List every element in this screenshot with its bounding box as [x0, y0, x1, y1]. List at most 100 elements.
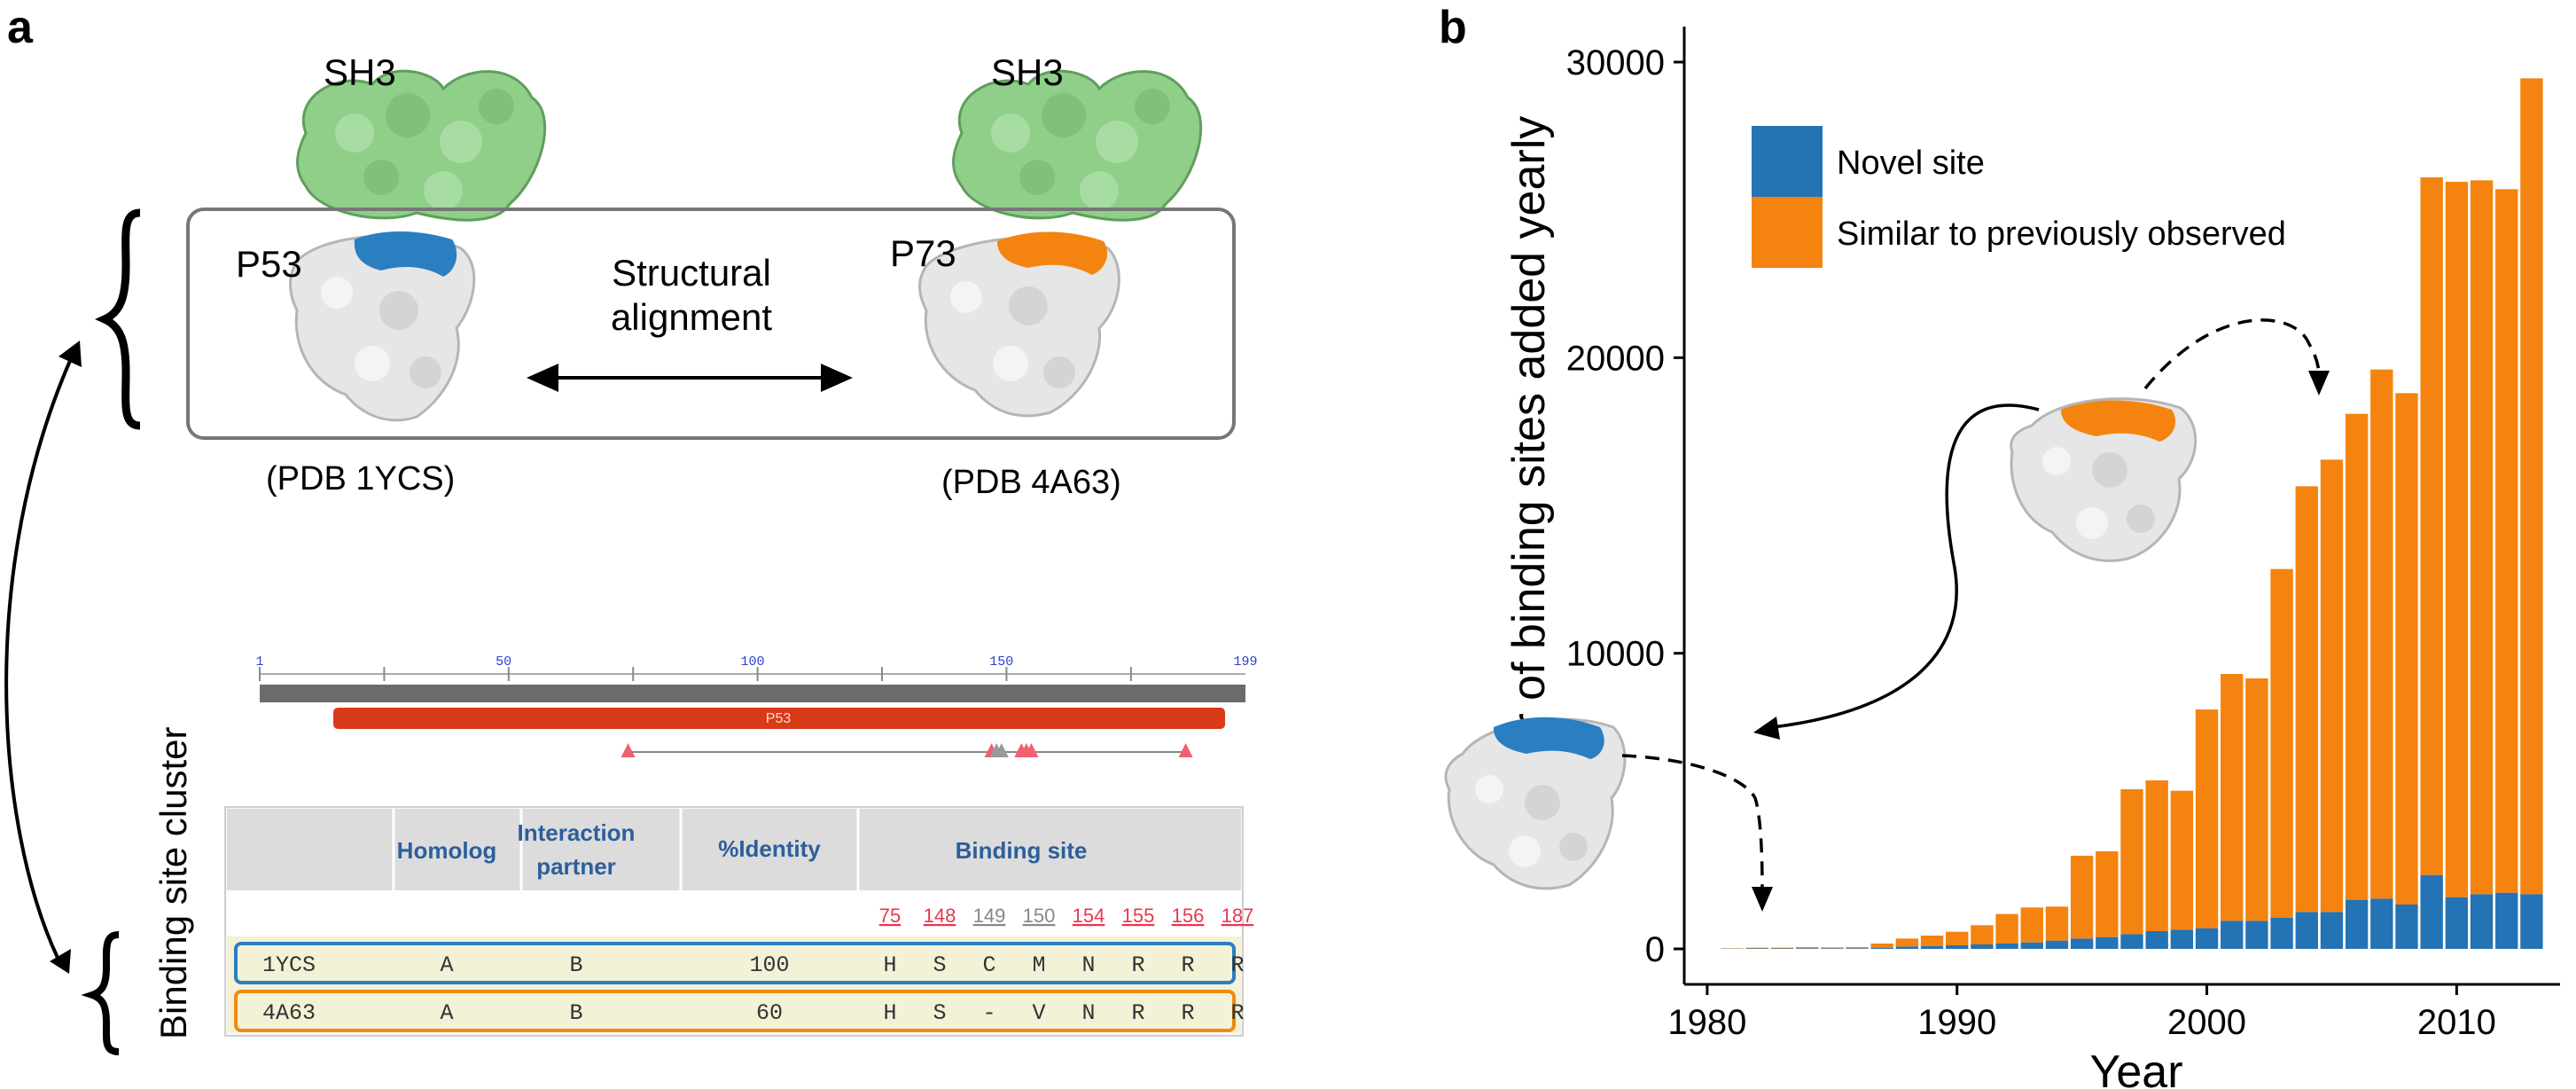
bar-novel-site: [2195, 928, 2219, 949]
binding-site-marker: [994, 743, 1009, 757]
p53-domain-bar: [333, 708, 1225, 729]
y-tick-label: 30000: [1566, 43, 1665, 82]
bar-novel-site: [2145, 931, 2168, 949]
bar-novel-site: [1895, 946, 1919, 949]
y-tick-label: 10000: [1566, 635, 1665, 674]
bar-similar-site: [1971, 925, 1994, 944]
x-tick-label: 1990: [1917, 1003, 1996, 1042]
bar-similar-site: [2320, 459, 2344, 913]
panel-b-letter: b: [1439, 2, 1467, 53]
bar-similar-site: [2445, 182, 2469, 897]
bar-novel-site: [2445, 897, 2469, 949]
header-homolog: Homolog: [397, 837, 497, 864]
row-residue: C: [982, 952, 995, 978]
bar-similar-site: [2221, 674, 2244, 921]
bar-novel-site: [1770, 948, 1794, 949]
bar-novel-site: [2270, 918, 2293, 949]
bar-group: [1795, 947, 1819, 949]
x-tick-label: 2000: [2167, 1003, 2246, 1042]
bar-group: [2096, 851, 2119, 949]
bar-novel-site: [2020, 942, 2043, 949]
bar-group: [2245, 678, 2268, 949]
p73-inset-structure: [2010, 397, 2197, 562]
binding-position-number: 156: [1172, 905, 1205, 927]
bar-group: [2070, 856, 2094, 949]
bar-similar-site: [2195, 709, 2219, 928]
sh3-left-label: SH3: [324, 51, 396, 93]
structural-alignment-label-1: Structural: [612, 252, 771, 294]
bar-similar-site: [1846, 947, 1869, 949]
binding-position-number: 155: [1122, 905, 1155, 927]
bar-group: [2420, 177, 2443, 949]
pdb-1ycs-label: (PDB 1YCS): [266, 460, 455, 497]
row-residue: R: [1181, 1000, 1194, 1026]
row-residue: R: [1131, 952, 1144, 978]
p53-label: P53: [236, 243, 302, 285]
bar-group: [2495, 189, 2518, 949]
panel-a: a SH3 SH3 P53 P73 Structural alignment (…: [4, 2, 1258, 1055]
bar-group: [1721, 948, 1744, 949]
bar-similar-site: [2295, 486, 2318, 913]
bar-novel-site: [2495, 892, 2518, 949]
legend-swatch-novel: [1752, 126, 1823, 197]
bar-similar-site: [2245, 678, 2268, 921]
bar-group: [2170, 790, 2194, 949]
bar-novel-site: [2295, 912, 2318, 949]
row-homolog: A: [440, 1000, 453, 1026]
binding-site-table: Homolog Interaction partner %Identity Bi…: [224, 806, 1254, 1037]
alignment-box: [186, 208, 1236, 440]
binding-position-number: 150: [1023, 905, 1056, 927]
bar-group: [1821, 947, 1844, 949]
x-tick-label: 1980: [1667, 1003, 1746, 1042]
bar-similar-site: [2470, 180, 2494, 895]
row-identity: 60: [756, 1000, 783, 1026]
bar-group: [2195, 709, 2219, 949]
bar-novel-site: [2470, 894, 2494, 949]
binding-site-cluster-label: Binding site cluster: [152, 726, 194, 1039]
bar-similar-site: [2370, 369, 2393, 899]
sequence-tick-label: 100: [740, 654, 764, 670]
sequence-bar: 1 50 100 150 199 P53: [255, 654, 1258, 757]
bar-similar-site: [2345, 413, 2369, 901]
binding-position-number: 187: [1222, 905, 1254, 927]
bar-group: [2520, 78, 2543, 949]
bar-novel-site: [2370, 898, 2393, 949]
binding-position-number: 154: [1073, 905, 1105, 927]
bar-group: [2120, 789, 2143, 949]
bar-similar-site: [2070, 856, 2094, 939]
bar-group: [2445, 182, 2469, 949]
alignment-arrow: [527, 364, 853, 392]
bar-novel-site: [1795, 948, 1819, 949]
table-row: 4A63 A B 60 H S - V N R R R: [234, 990, 1245, 1032]
legend-label-novel: Novel site: [1837, 145, 1985, 182]
p73-structure: [918, 231, 1120, 418]
header-partner-2: partner: [536, 853, 616, 880]
row-residue: H: [883, 1000, 896, 1026]
p73-label: P73: [890, 232, 956, 274]
bar-novel-site: [2045, 940, 2069, 949]
p53-domain-label: P53: [766, 711, 792, 726]
sequence-tick-label: 199: [1233, 654, 1257, 670]
row-id: 1YCS: [262, 952, 316, 978]
bar-group: [2345, 413, 2369, 949]
binding-position-number: 149: [973, 905, 1006, 927]
y-tick-label: 0: [1645, 930, 1665, 969]
bar-similar-site: [2120, 789, 2143, 935]
bar-novel-site: [2345, 900, 2369, 949]
bar-novel-site: [2120, 934, 2143, 949]
bar-group: [1870, 944, 1893, 949]
bar-similar-site: [1995, 913, 2018, 944]
bar-novel-site: [2221, 921, 2244, 949]
bar-similar-site: [1770, 947, 1794, 949]
bar-novel-site: [2395, 905, 2418, 949]
bar-similar-site: [1795, 947, 1819, 949]
sequence-tick-label: 50: [496, 654, 511, 670]
bar-similar-site: [1895, 938, 1919, 947]
row-id: 4A63: [262, 1000, 316, 1026]
legend: Novel site Similar to previously observe…: [1752, 126, 2286, 268]
bar-group: [2145, 780, 2168, 949]
bar-similar-site: [2170, 790, 2194, 930]
row-homolog: A: [440, 952, 453, 978]
row-partner: B: [569, 1000, 582, 1026]
bar-novel-site: [1846, 948, 1869, 949]
